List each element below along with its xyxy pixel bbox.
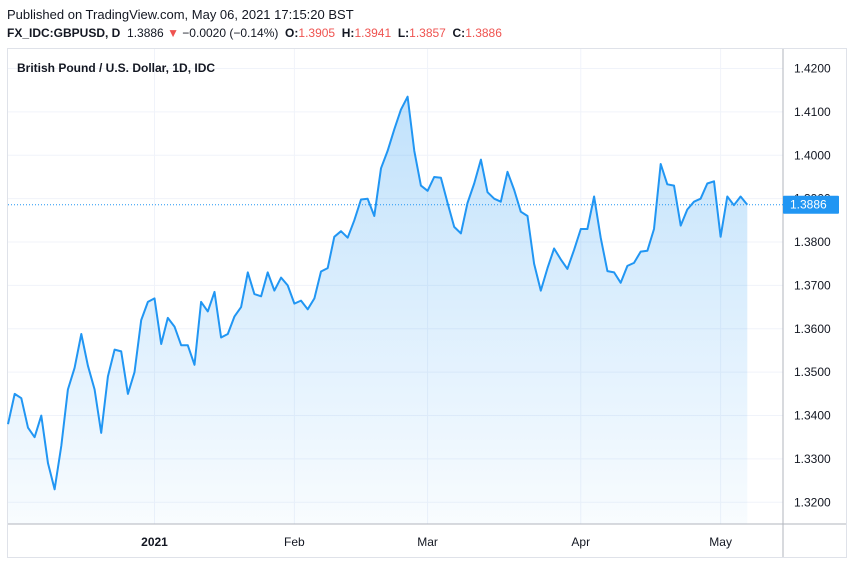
open-value: 1.3905 bbox=[298, 26, 336, 40]
last-price-label: 1.3886 bbox=[790, 198, 827, 212]
x-tick-label: Feb bbox=[284, 535, 305, 549]
x-tick-label: Apr bbox=[571, 535, 590, 549]
line-layer bbox=[7, 95, 749, 491]
close-value: 1.3886 bbox=[465, 26, 502, 40]
high-label: H: bbox=[341, 26, 355, 40]
axis-layer: 1.3200 1.3300 1.3400 1.3500 1.3600 1.3700 1.38… bbox=[8, 49, 846, 557]
price-change: −0.0020 (−0.14%) bbox=[182, 26, 279, 40]
close-label: C: bbox=[452, 26, 466, 40]
x-tick-label: May bbox=[709, 535, 732, 549]
y-tick-label: 1.3200 bbox=[794, 495, 831, 509]
x-tick-label: 2021 bbox=[141, 535, 168, 549]
quote-line: FX_IDC:GBPUSD, D 1.3886 ▼ −0.0020 (−0.14… bbox=[7, 26, 502, 40]
y-tick-label: 1.3400 bbox=[794, 409, 831, 423]
low-value: 1.3857 bbox=[409, 26, 446, 40]
published-caption: Published on TradingView.com, May 06, 20… bbox=[7, 7, 354, 22]
y-tick-label: 1.3800 bbox=[794, 235, 831, 249]
x-tick-label: Mar bbox=[417, 535, 438, 549]
high-value: 1.3941 bbox=[354, 26, 392, 40]
y-tick-label: 1.4000 bbox=[794, 148, 831, 162]
chart-title: British Pound / U.S. Dollar, 1D, IDC bbox=[17, 61, 216, 75]
area-fill bbox=[8, 96, 748, 524]
y-tick-label: 1.3700 bbox=[794, 278, 831, 292]
chart-frame bbox=[7, 48, 847, 558]
y-tick-label: 1.3300 bbox=[794, 452, 831, 466]
y-tick-label: 1.3500 bbox=[794, 365, 831, 379]
y-tick-label: 1.4200 bbox=[794, 62, 831, 76]
last-price: 1.3886 bbox=[127, 26, 164, 40]
y-tick-label: 1.3600 bbox=[794, 322, 831, 336]
area-layer bbox=[8, 96, 748, 524]
open-label: O: bbox=[285, 26, 299, 40]
low-label: L: bbox=[397, 26, 410, 40]
down-arrow-icon: ▼ bbox=[167, 26, 179, 40]
last-price-badge bbox=[783, 195, 839, 214]
price-line bbox=[7, 95, 749, 491]
symbol-label: FX_IDC:GBPUSD, D bbox=[7, 26, 121, 40]
y-tick-label: 1.4100 bbox=[794, 105, 831, 119]
